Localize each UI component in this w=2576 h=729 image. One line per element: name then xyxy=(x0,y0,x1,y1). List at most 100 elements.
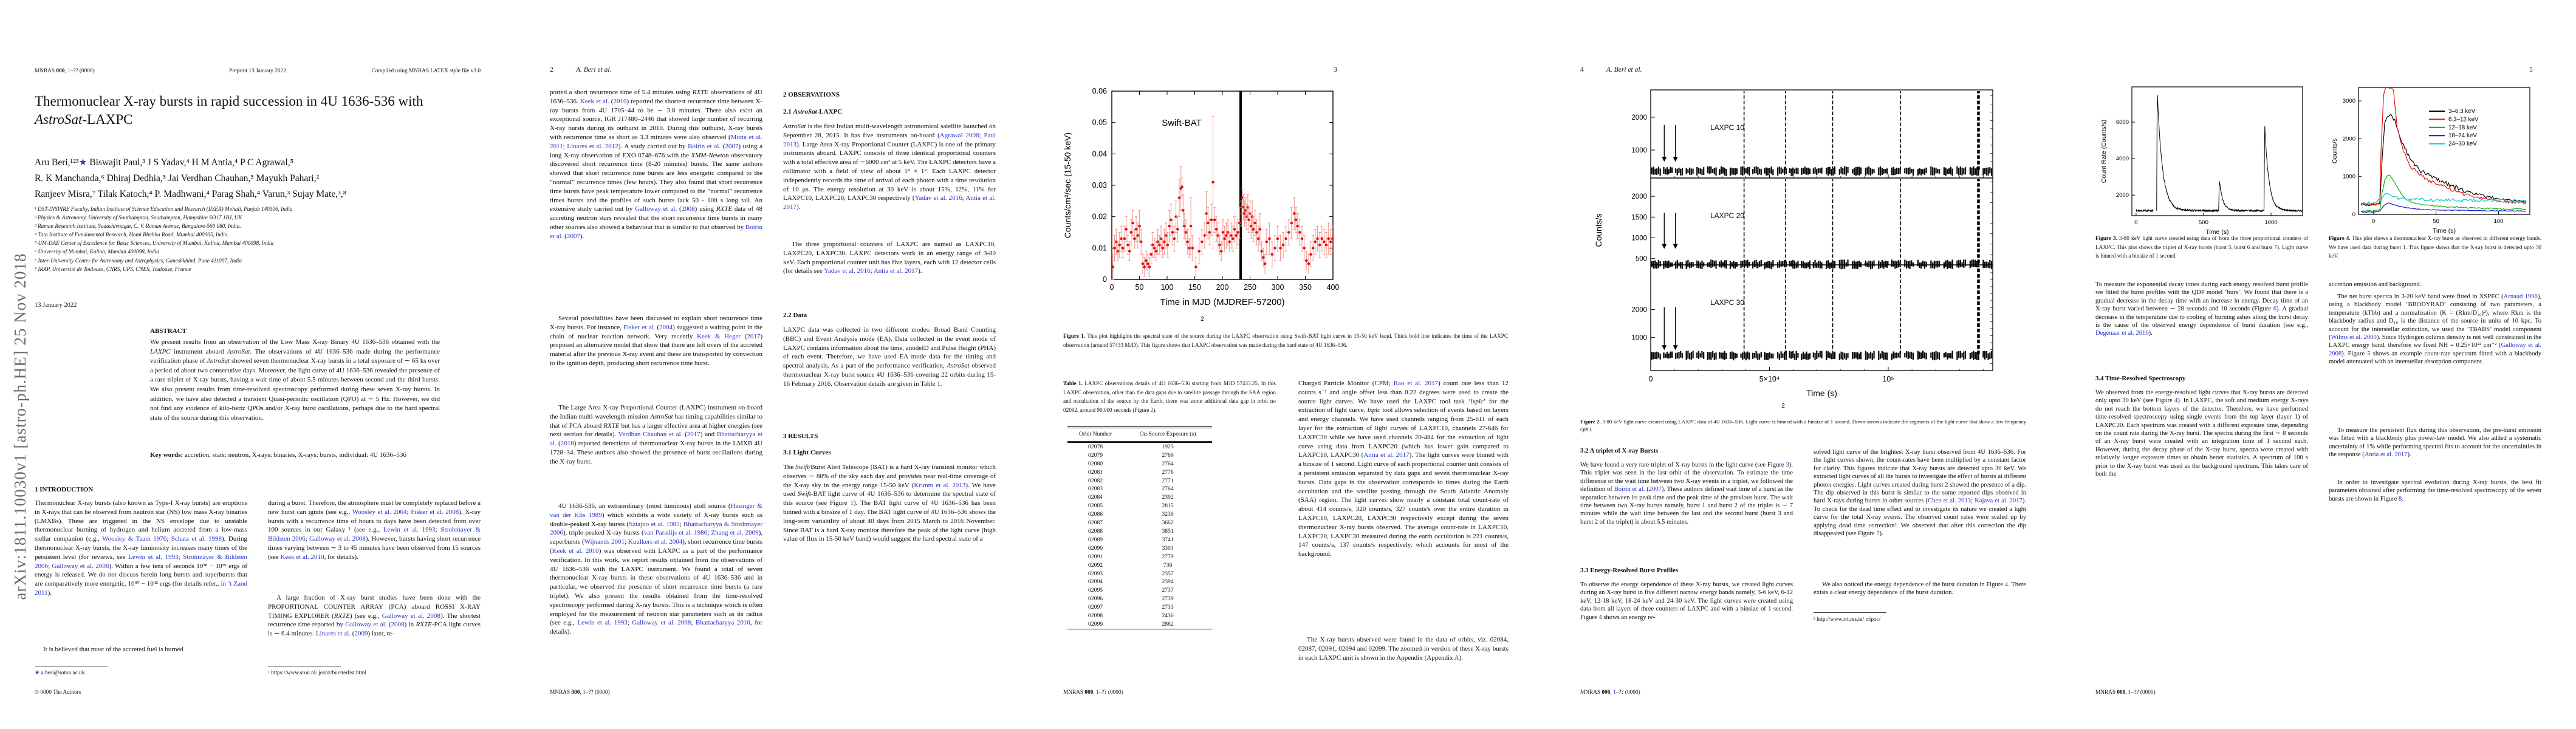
citation-link[interactable]: Boirin et al. xyxy=(688,142,721,150)
citation-link[interactable]: Agrawal 2006 xyxy=(939,131,979,139)
citation-link[interactable]: Antia et al. 2017 xyxy=(873,267,919,275)
citation-link[interactable]: 1 xyxy=(937,380,940,388)
citation-link[interactable]: Bhattacharyya et al. xyxy=(550,431,763,448)
p2-col1-paragraph-1: ported a short recurrence time of 5.4 mi… xyxy=(550,89,763,240)
citation-link[interactable]: Strohmayer & Bildsten 2006 xyxy=(268,526,481,543)
citation-link[interactable]: Galloway et al. 2008 xyxy=(632,619,691,627)
citation-link[interactable]: Schatz et al. 1998 xyxy=(171,535,222,543)
citation-link[interactable]: Galloway et al. 2008 xyxy=(309,535,366,543)
citation-link[interactable]: Yadav et al. 2016 xyxy=(824,267,871,275)
svg-text:6.3–12 keV: 6.3–12 keV xyxy=(2448,116,2479,123)
citation-link[interactable]: 7 xyxy=(1876,530,1880,538)
p5-col2-paragraph-2: To measure the persistent flux during th… xyxy=(2329,427,2541,459)
table-row: 02095 2737 xyxy=(1088,587,1174,594)
citation-link[interactable]: Lewin et al. 1993 xyxy=(128,553,179,561)
svg-text:1500: 1500 xyxy=(1631,214,1647,221)
citation-link[interactable]: 2007 xyxy=(725,142,739,150)
citation-link[interactable]: Zhang et al. 2009 xyxy=(711,529,759,537)
citation-link[interactable]: Fisker et al. xyxy=(623,323,656,331)
citation-link[interactable]: Hasinger & van der Klis 1989 xyxy=(550,502,762,519)
citation-link[interactable]: Motta et al. 2011 xyxy=(550,133,762,150)
section-1-heading: 1 INTRODUCTION xyxy=(35,486,94,493)
citation-link[interactable]: 2017 xyxy=(687,431,701,439)
citation-link[interactable]: ² xyxy=(1894,522,1897,529)
figure2-laxpc-lightcurve-chart: 1000 2000 LAXPC 10 500 1000 1500 2000 LAXPC 20 1… xyxy=(1594,89,1993,409)
citation-link[interactable]: Wijnands 2001 xyxy=(584,538,625,546)
citation-link[interactable]: Galloway et al. 2008 xyxy=(382,612,440,620)
citation-link[interactable]: 4 xyxy=(1598,614,1602,621)
citation-link[interactable]: Paul 2013 xyxy=(783,131,996,148)
citation-link[interactable]: Degenaar et al. 2016 xyxy=(2095,330,2149,337)
citation-link[interactable]: Lewin et al. 1993 xyxy=(577,619,628,627)
citation-link[interactable]: 2 xyxy=(1150,406,1154,413)
citation-link[interactable]: 8 xyxy=(2399,495,2402,502)
citation-link[interactable]: Keek et al. 2010 xyxy=(280,553,324,561)
citation-link[interactable]: Sztajno et al. 1985 xyxy=(629,520,680,528)
svg-text:10⁵: 10⁵ xyxy=(1882,375,1894,383)
citation-link[interactable]: 1 xyxy=(2128,690,2131,696)
citation-link[interactable]: 1 xyxy=(1613,690,1616,696)
citation-link[interactable]: Keek et al. 2010 xyxy=(552,547,599,555)
table1: Orbit Number On-Source Exposure (s) 02078 1… xyxy=(1067,426,1212,629)
citation-link[interactable]: Arnaud 1996 xyxy=(2503,293,2538,300)
citation-link[interactable]: ★ xyxy=(35,670,40,676)
citation-link[interactable]: 3 xyxy=(1786,462,1789,468)
svg-text:Time (s): Time (s) xyxy=(2433,227,2456,234)
citation-link[interactable]: Chen et al. 2013 xyxy=(1928,498,1971,505)
citation-link[interactable]: Galloway et al. 2008 xyxy=(2329,342,2542,357)
citation-link[interactable]: 2017 xyxy=(747,332,761,340)
citation-link[interactable]: Linares et al. 2012 xyxy=(567,142,618,150)
citation-link[interactable]: 1 xyxy=(1096,690,1099,696)
citation-link[interactable]: in ’t Zand 2011 xyxy=(35,580,247,597)
citation-link[interactable]: Lewin et al. 1993 xyxy=(383,526,436,534)
citation-link[interactable]: Bhattacharyya 2010 xyxy=(695,619,750,627)
citation-link[interactable]: Boirin et al. xyxy=(550,223,762,240)
citation-link[interactable]: 2009 xyxy=(354,630,368,638)
citation-link[interactable]: Galloway et al. xyxy=(635,205,677,213)
citation-link[interactable]: Woosley et al. 2004 xyxy=(352,508,407,516)
citation-link[interactable]: Bhattacharyya & Strohmayer 2006 xyxy=(550,520,762,537)
citation-link[interactable]: Rao et al. 2017 xyxy=(1393,380,1438,387)
citation-link[interactable]: A xyxy=(1454,654,1459,662)
citation-link[interactable]: Antia et al. 2017 xyxy=(1363,451,1410,459)
page3-number: 3 xyxy=(1334,66,1337,74)
citation-link[interactable]: Keek et al. xyxy=(580,97,609,105)
citation-link[interactable]: 1 xyxy=(583,690,586,696)
citation-link[interactable]: 2007 xyxy=(566,232,580,240)
citation-link[interactable]: Keek & Heger xyxy=(697,332,741,340)
citation-link[interactable]: ¹ xyxy=(349,526,351,534)
svg-text:18–24 keV: 18–24 keV xyxy=(2448,132,2477,139)
citation-link[interactable]: 4 xyxy=(2174,397,2178,405)
citation-link[interactable]: Galloway et al. 2008 xyxy=(52,562,109,570)
citation-link[interactable]: Galloway et al. xyxy=(345,621,387,629)
citation-link[interactable]: Verdhan Chauhan et al. xyxy=(618,431,683,439)
citation-link[interactable]: Fisker et al. 2008 xyxy=(411,508,459,516)
citation-link[interactable]: Woosley & Taam 1976 xyxy=(102,535,167,543)
citation-link[interactable]: 2010 xyxy=(613,97,627,105)
citation-link[interactable]: van Paradijs et al. 1986 xyxy=(643,529,708,537)
citation-link[interactable]: Wilms et al. 2000 xyxy=(2331,334,2377,341)
citation-link[interactable]: 2018 xyxy=(560,440,574,448)
citation-link[interactable]: 1 xyxy=(67,68,70,74)
citation-link[interactable]: 6 xyxy=(2273,306,2277,313)
citation-link[interactable]: 1 xyxy=(850,499,854,507)
citation-link[interactable]: 2004 xyxy=(659,323,673,331)
figure1-caption: Figure 1. This plot highlights the spect… xyxy=(1063,333,1508,348)
citation-link[interactable]: 5 xyxy=(2367,350,2371,357)
citation-link[interactable]: Antia et al. 2017 xyxy=(2364,451,2408,459)
citation-link[interactable]: ★ xyxy=(78,157,87,168)
citation-link[interactable]: 2008 xyxy=(391,621,405,629)
citation-link[interactable]: Boirin et al. xyxy=(1614,486,1645,493)
citation-link[interactable]: Antia et al. 2017 xyxy=(783,194,996,211)
citation-link[interactable]: 2008 xyxy=(681,205,695,213)
svg-text:0: 0 xyxy=(1110,283,1114,292)
citation-link[interactable]: Strohmayer & Bildsten 2006 xyxy=(35,553,248,570)
citation-link[interactable]: Krimm et al. 2013 xyxy=(914,481,966,489)
citation-link[interactable]: 2007 xyxy=(1648,486,1662,493)
citation-link[interactable]: Yadav et al. 2016 xyxy=(914,194,962,202)
citation-link[interactable]: Kuulkers et al. 2004 xyxy=(628,538,683,546)
svg-text:2000: 2000 xyxy=(2116,192,2129,199)
citation-link[interactable]: Kajava et al. 2017 xyxy=(1975,498,2023,505)
citation-link[interactable]: 4 xyxy=(2004,581,2009,588)
citation-link[interactable]: Linares et al. xyxy=(315,630,351,638)
